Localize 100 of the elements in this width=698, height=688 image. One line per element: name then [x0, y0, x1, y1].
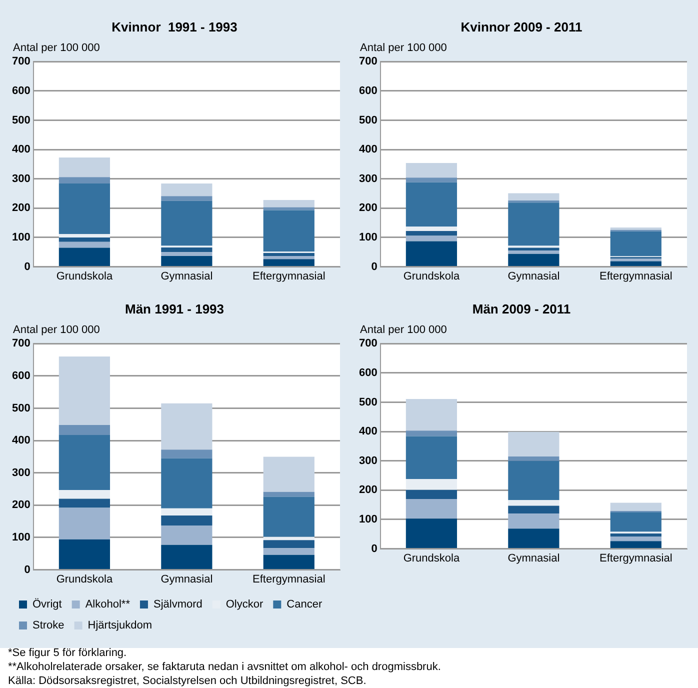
x-tick-label: Gymnasial — [508, 552, 560, 564]
bar — [58, 237, 110, 242]
bar — [406, 436, 458, 480]
x-tick-label: Eftergymnasial — [600, 552, 672, 564]
bar — [508, 506, 560, 514]
bar — [263, 253, 314, 256]
bar — [406, 490, 458, 499]
x-tick-label: Grundskola — [56, 573, 114, 586]
bar — [263, 200, 314, 208]
bar — [58, 157, 110, 178]
bar — [161, 252, 212, 256]
legend-label: Övrigt — [32, 598, 62, 611]
legend-label: Hjärtsjukdom — [88, 620, 152, 632]
text: **Alkoholrelaterade orsaker, se faktaruta nedan i avsnittet om alkohol- och drogmissbruk. — [8, 660, 441, 674]
y-tick-label: 300 — [358, 454, 378, 467]
y-tick-label: 700 — [12, 56, 30, 68]
y-tick-label: 0 — [24, 564, 30, 576]
bar — [58, 498, 110, 508]
chart-title: Kvinnor 2009 - 2011 — [460, 19, 582, 34]
x-tick-label: Grundskola — [403, 270, 460, 282]
bar — [161, 526, 212, 545]
bar — [263, 492, 314, 497]
bar — [263, 210, 314, 252]
bar — [161, 450, 212, 458]
legend-label: Stroke — [32, 620, 64, 632]
bar — [263, 540, 314, 548]
bar — [508, 514, 560, 529]
bar — [610, 534, 662, 536]
x-tick-label: Eftergymnasial — [600, 270, 672, 282]
bar — [406, 518, 458, 548]
bar — [161, 403, 212, 450]
y-axis-title: Antal per 100 000 — [13, 324, 100, 336]
bar — [508, 528, 560, 548]
bar — [406, 430, 458, 436]
bar — [161, 184, 212, 196]
bar — [610, 536, 662, 542]
bar — [610, 541, 662, 548]
y-tick-label: 0 — [371, 260, 378, 273]
y-tick-label: 0 — [371, 542, 378, 555]
y-tick-label: 100 — [12, 532, 30, 544]
bar — [161, 247, 212, 252]
text: *Se figur 5 för förklaring. — [8, 646, 128, 660]
bar — [161, 196, 212, 201]
y-tick-label: 0 — [24, 260, 30, 273]
legend-label: Cancer — [286, 598, 322, 611]
bar — [58, 184, 110, 234]
y-tick-label: 200 — [358, 484, 378, 496]
bar — [406, 182, 458, 227]
y-tick-label: 300 — [358, 172, 378, 185]
bar — [263, 456, 314, 492]
bar — [58, 539, 110, 570]
bar — [406, 241, 458, 266]
bar — [610, 231, 662, 256]
bar — [263, 259, 314, 266]
bar — [406, 178, 458, 182]
bar — [406, 498, 458, 519]
y-tick-label: 100 — [358, 232, 378, 244]
bar — [406, 226, 458, 232]
bar — [263, 554, 314, 570]
text: Källa: Dödsorsaksregistret, Socialstyrelsen och Utbildningsregistret, SCB. — [8, 674, 368, 688]
y-tick-label: 200 — [358, 202, 378, 214]
bar — [610, 512, 662, 532]
bar — [263, 548, 314, 555]
x-tick-label: Grundskola — [56, 270, 114, 282]
y-tick-label: 300 — [12, 172, 30, 185]
legend-label: Alkohol** — [85, 598, 131, 611]
x-tick-label: Eftergymnasial — [252, 270, 326, 282]
y-tick-label: 700 — [358, 338, 378, 350]
bar — [610, 258, 662, 262]
bar — [161, 544, 212, 570]
x-tick-label: Gymnasial — [160, 270, 213, 282]
y-tick-label: 100 — [358, 514, 378, 526]
legend-label: Självmord — [153, 598, 202, 611]
y-axis-title: Antal per 100 000 — [13, 42, 100, 54]
y-tick-label: 300 — [12, 466, 30, 479]
chart-title: Män 2009 - 2011 — [472, 301, 571, 316]
bar — [508, 500, 560, 506]
x-tick-label: Gymnasial — [160, 573, 213, 586]
y-tick-label: 600 — [358, 84, 378, 97]
bar — [406, 479, 458, 490]
y-tick-label: 400 — [12, 434, 30, 447]
bar — [58, 242, 110, 248]
bar — [406, 163, 458, 178]
y-axis-title: Antal per 100 000 — [360, 324, 447, 336]
chart-title: Kvinnor 1991 - 1993 — [112, 19, 238, 34]
bar — [58, 425, 110, 436]
bar — [58, 248, 110, 266]
bar — [508, 460, 560, 500]
y-tick-label: 400 — [358, 144, 378, 156]
bar — [58, 435, 110, 490]
bar — [58, 356, 110, 426]
y-tick-label: 200 — [12, 499, 30, 512]
y-tick-label: 600 — [12, 84, 30, 97]
bar — [610, 261, 662, 266]
x-tick-label: Gymnasial — [508, 270, 560, 282]
y-tick-label: 500 — [358, 114, 378, 126]
bar — [508, 250, 560, 254]
bar — [508, 456, 560, 461]
bar — [58, 177, 110, 184]
bar — [161, 508, 212, 516]
